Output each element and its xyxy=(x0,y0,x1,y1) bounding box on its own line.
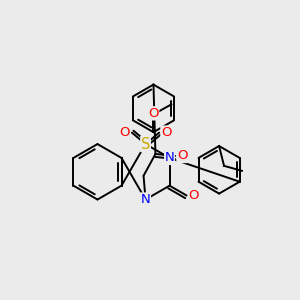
Text: S: S xyxy=(141,136,150,152)
Text: O: O xyxy=(177,149,188,162)
Text: O: O xyxy=(148,107,159,120)
Text: N: N xyxy=(141,193,150,206)
Text: O: O xyxy=(188,189,199,202)
Text: O: O xyxy=(120,126,130,139)
Text: N: N xyxy=(165,152,174,164)
Text: O: O xyxy=(161,126,171,139)
